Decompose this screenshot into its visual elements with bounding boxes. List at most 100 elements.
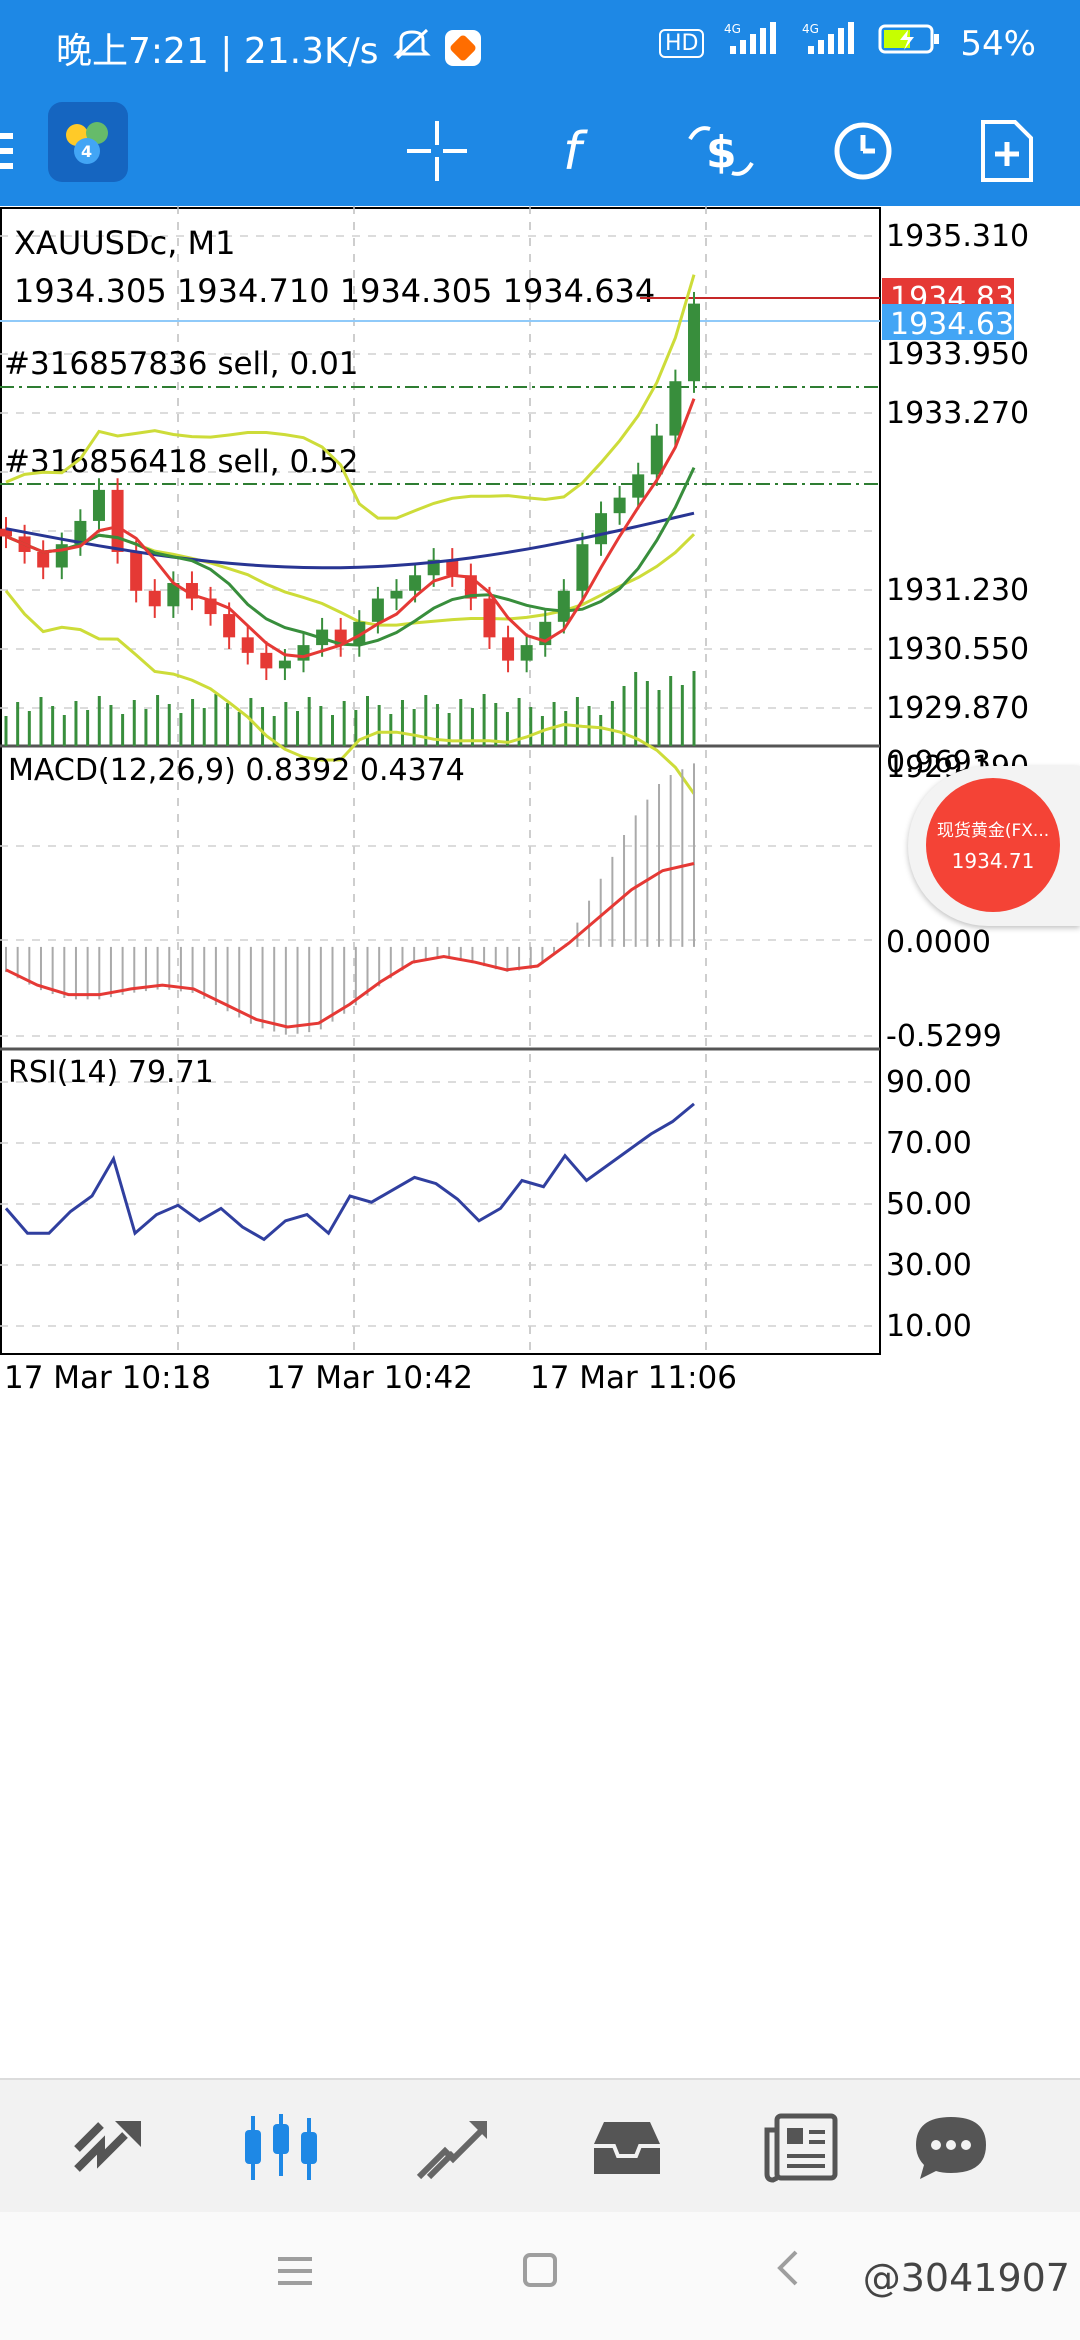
floating-quote-title: 现货黄金(FX... bbox=[936, 821, 1050, 841]
signal-icon: 4G bbox=[722, 22, 782, 65]
chart-svg[interactable]: XAUUSDc, M1 1934.305 1934.710 1934.305 1… bbox=[0, 206, 1080, 2086]
floating-quote-price: 1934.71 bbox=[951, 849, 1035, 873]
status-time: 晚上7:21 | 21.3K/s bbox=[56, 31, 379, 72]
chart-tab-icon[interactable] bbox=[236, 2108, 326, 2188]
macd-indicator bbox=[5, 763, 695, 1035]
status-left: 晚上7:21 | 21.3K/s bbox=[56, 22, 481, 74]
floating-quote-circle[interactable]: 现货黄金(FX... 1934.71 bbox=[926, 778, 1060, 912]
candle-body bbox=[632, 474, 645, 498]
rsi-tick: 70.00 bbox=[886, 1126, 972, 1161]
rsi-line bbox=[4, 1102, 695, 1242]
macd-tick: 0.0000 bbox=[886, 925, 991, 960]
candle-body bbox=[669, 381, 682, 436]
quotes-tab-icon[interactable] bbox=[64, 2108, 154, 2188]
rsi-tick: 30.00 bbox=[886, 1248, 972, 1283]
ma-medium-line bbox=[5, 466, 696, 647]
status-right: HD 4G 4G 54% bbox=[658, 22, 1036, 65]
candle-body bbox=[688, 303, 700, 382]
candle-body bbox=[334, 629, 347, 646]
news-tab-icon[interactable] bbox=[756, 2108, 846, 2188]
candle-body bbox=[297, 645, 310, 661]
candle-body bbox=[650, 435, 663, 475]
price-tick: 1933.950 bbox=[886, 337, 1029, 372]
candle-body bbox=[92, 489, 105, 521]
bollinger-lower bbox=[4, 589, 696, 795]
trade-tab-icon[interactable] bbox=[408, 2108, 498, 2188]
svg-text:$: $ bbox=[706, 127, 737, 178]
price-tick: 1929.870 bbox=[886, 691, 1029, 726]
macd-signal-line bbox=[5, 862, 695, 1029]
candle-body bbox=[260, 652, 273, 669]
candle-body bbox=[167, 583, 180, 607]
status-bar: 晚上7:21 | 21.3K/s HD 4G 4G 54% bbox=[0, 0, 1080, 96]
svg-text:4G: 4G bbox=[802, 22, 819, 36]
macd-label: MACD(12,26,9) 0.8392 0.4374 bbox=[8, 753, 465, 788]
ohlc-values: 1934.305 1934.710 1934.305 1934.634 bbox=[14, 272, 655, 310]
trade-icon[interactable]: $ bbox=[678, 108, 764, 194]
macd-tick: -0.5299 bbox=[886, 1019, 1002, 1054]
symbol-title: XAUUSDc, M1 bbox=[14, 224, 236, 262]
candle-body bbox=[130, 551, 143, 591]
top-toolbar: f $ bbox=[0, 96, 1080, 206]
price-tick: 1930.550 bbox=[886, 632, 1029, 667]
rsi-tick: 90.00 bbox=[886, 1065, 972, 1100]
crosshair-icon[interactable] bbox=[394, 108, 480, 194]
candle-body bbox=[390, 590, 403, 599]
hd-icon: HD bbox=[658, 29, 705, 58]
price-tick: 1935.310 bbox=[886, 219, 1029, 254]
candle-body bbox=[278, 660, 291, 669]
bid-price: 1934.634 bbox=[890, 307, 1033, 342]
clock-icon[interactable] bbox=[820, 108, 906, 194]
rsi-tick: 50.00 bbox=[886, 1187, 972, 1222]
chat-tab-icon[interactable] bbox=[906, 2108, 996, 2188]
candle-body bbox=[557, 590, 570, 622]
order-label-1: #316857836 sell, 0.01 bbox=[4, 346, 359, 382]
time-tick: 17 Mar 10:18 bbox=[4, 1360, 211, 1396]
rsi-tick: 10.00 bbox=[886, 1309, 972, 1344]
price-tick: 1931.230 bbox=[886, 573, 1029, 608]
price-tick: 1933.270 bbox=[886, 396, 1029, 431]
indicators-icon[interactable]: f bbox=[536, 108, 622, 194]
home-icon[interactable] bbox=[522, 2248, 558, 2299]
history-tab-icon[interactable] bbox=[582, 2108, 672, 2188]
chart-frame bbox=[0, 207, 881, 1355]
candle-body bbox=[371, 598, 384, 622]
battery-icon bbox=[878, 22, 942, 65]
candle-body bbox=[37, 551, 50, 568]
candle-body bbox=[483, 598, 496, 638]
back-icon[interactable] bbox=[772, 2248, 802, 2299]
volume-bars bbox=[4, 671, 696, 746]
mute-icon bbox=[392, 26, 431, 71]
floating-quote-widget[interactable]: 现货黄金(FX... 1934.71 bbox=[908, 766, 1080, 926]
ma-slow-line bbox=[5, 511, 695, 570]
candle-body bbox=[74, 520, 87, 545]
candle-body bbox=[148, 590, 161, 607]
app-logo[interactable]: 4 bbox=[48, 102, 128, 182]
candle-body bbox=[223, 614, 236, 638]
signal-icon-2: 4G bbox=[800, 22, 860, 65]
candle-body bbox=[446, 559, 459, 576]
candle-body bbox=[520, 645, 533, 661]
menu-icon[interactable] bbox=[0, 108, 56, 194]
bottom-navigation bbox=[0, 2078, 1080, 2212]
ma-fast-line bbox=[5, 398, 696, 659]
candle-body bbox=[576, 544, 589, 591]
notification-app-icon bbox=[444, 30, 481, 66]
svg-text:4: 4 bbox=[81, 142, 92, 161]
recent-apps-icon[interactable] bbox=[276, 2248, 316, 2299]
system-navigation-bar: @3041907 bbox=[0, 2212, 1080, 2340]
rsi-label: RSI(14) 79.71 bbox=[8, 1055, 214, 1090]
new-order-icon[interactable] bbox=[964, 108, 1050, 194]
candle-body bbox=[595, 513, 608, 545]
chart-grid bbox=[0, 206, 881, 1355]
candle-body bbox=[111, 489, 124, 552]
candle-body bbox=[613, 497, 626, 514]
bid-price-tag bbox=[882, 304, 1014, 340]
candle-body bbox=[502, 637, 515, 661]
chart-area[interactable]: XAUUSDc, M1 1934.305 1934.710 1934.305 1… bbox=[0, 206, 1080, 2086]
price-axis: 1935.310 1933.950 1933.270 1931.230 1930… bbox=[886, 219, 1029, 785]
rsi-indicator bbox=[4, 1102, 695, 1242]
candle-body bbox=[0, 528, 12, 537]
time-tick: 17 Mar 11:06 bbox=[530, 1360, 737, 1396]
